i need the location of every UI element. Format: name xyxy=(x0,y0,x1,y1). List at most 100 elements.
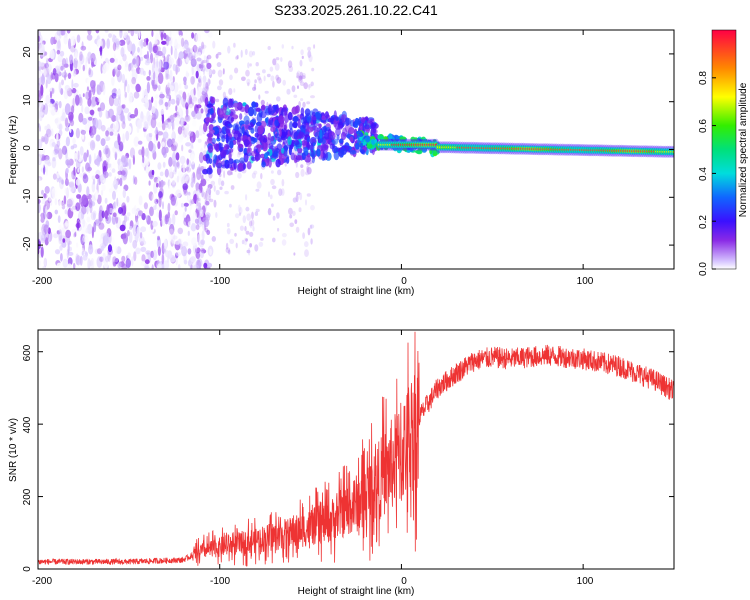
spectrogram-cell xyxy=(281,178,285,187)
spectrogram-cell xyxy=(93,221,97,233)
spectrogram-cell xyxy=(79,173,84,178)
spectrogram-cell xyxy=(168,228,175,239)
spectrogram-cell xyxy=(105,255,109,263)
spectrogram-cell xyxy=(181,144,184,152)
spectrogram-cell xyxy=(73,166,76,176)
spectrogram-cell xyxy=(102,179,109,184)
spectrogram-cell xyxy=(38,82,41,92)
spectrogram-cell xyxy=(120,30,123,34)
spectrogram-cell xyxy=(152,249,158,261)
spectrogram-cell xyxy=(131,149,138,155)
spectrogram-cell xyxy=(128,92,133,104)
spectrogram-cell xyxy=(280,107,288,116)
spectrogram-cell xyxy=(57,38,61,49)
spectrogram-cell xyxy=(175,43,181,49)
spectrogram-cell xyxy=(144,266,150,269)
spectrogram-cell xyxy=(143,121,149,130)
spectrogram-cell xyxy=(222,68,225,75)
spectrogram-cell xyxy=(48,102,53,112)
spectrogram-cell xyxy=(191,237,197,246)
spectrogram-cell xyxy=(99,45,103,56)
spectrogram-cell xyxy=(245,238,249,242)
spectrogram-cell xyxy=(250,219,255,227)
spectrogram-cell xyxy=(262,69,266,74)
colorbar-tick-0.0: 0.0 xyxy=(698,262,709,276)
spectrogram-cell xyxy=(103,171,109,179)
spectrogram-cell xyxy=(204,30,210,34)
spectrogram-cell xyxy=(251,172,256,179)
spectrogram-cell xyxy=(102,84,106,96)
spectrogram-cell xyxy=(54,209,58,215)
spectrogram-cell xyxy=(48,66,52,75)
spectrogram-cell xyxy=(38,203,41,214)
spectrogram-cell xyxy=(300,98,304,102)
spectrogram-cell xyxy=(193,51,196,59)
spectrogram-cell xyxy=(67,242,70,254)
spectrogram-cell xyxy=(168,57,174,65)
spectrogram-cell xyxy=(158,180,162,188)
spectrogram-cell xyxy=(179,155,186,165)
spectrogram-cell xyxy=(410,136,416,142)
spectrogram-cell xyxy=(188,48,194,54)
spectrogram-cell xyxy=(78,195,82,205)
spectrogram-cell xyxy=(145,156,150,166)
spectrogram-cell xyxy=(117,174,121,179)
spectrogram-cell xyxy=(168,180,171,189)
spectrogram-cell xyxy=(207,31,213,38)
spectrogram-cell xyxy=(161,253,165,265)
spectrogram-cell xyxy=(128,63,131,72)
spectrogram-cell xyxy=(144,147,149,157)
spectrogram-cell xyxy=(197,197,201,202)
spectrogram-cell xyxy=(162,161,166,168)
spectrogram-cell xyxy=(73,82,79,88)
spectrogram-cell xyxy=(139,232,143,239)
spectrogram-cell xyxy=(90,257,95,269)
top-yaxis-label: Frequency (Hz) xyxy=(8,116,19,185)
spectrogram-cell xyxy=(38,150,43,161)
spectrogram-cell xyxy=(187,230,190,236)
spectrogram-cell xyxy=(126,212,131,217)
spectrogram-cell xyxy=(130,30,135,37)
spectrogram-cell xyxy=(300,107,305,116)
spectrogram-cell xyxy=(131,43,136,54)
spectrogram-cell xyxy=(115,58,118,64)
spectrogram-cell xyxy=(119,113,124,122)
spectrogram-cell xyxy=(197,138,202,143)
spectrogram-cell xyxy=(277,169,282,176)
spectrogram-cell xyxy=(91,141,95,149)
spectrogram-cell xyxy=(260,105,265,112)
spectrogram-cell xyxy=(75,178,81,186)
spectrogram-cell xyxy=(119,161,123,171)
spectrogram-cell xyxy=(86,34,93,41)
spectrogram-cell xyxy=(370,122,376,130)
spectrogram-cell xyxy=(155,46,162,52)
spectrogram-cell xyxy=(82,172,87,179)
spectrogram-cell xyxy=(165,119,169,126)
spectrogram-cell xyxy=(196,189,201,200)
spectrogram-cell xyxy=(112,190,116,200)
spectrogram-cell xyxy=(106,38,110,49)
spectrogram-cell xyxy=(280,57,283,62)
spectrogram-cell xyxy=(64,84,70,92)
spectrogram-cell xyxy=(357,118,361,126)
spectrogram-cell xyxy=(257,76,262,81)
spectrogram-cell xyxy=(274,63,280,71)
spectrogram-cell xyxy=(337,124,343,130)
spectrogram-cell xyxy=(88,116,93,121)
spectrogram-cell xyxy=(161,215,166,227)
spectrogram-cell xyxy=(300,168,305,177)
spectrogram-cell xyxy=(68,38,72,50)
spectrogram-cell xyxy=(152,45,158,54)
bottom-xaxis-label: Height of straight line (km) xyxy=(298,586,415,597)
spectrogram-cell xyxy=(242,215,246,224)
spectrogram-cell xyxy=(205,200,210,206)
spectrogram-cell xyxy=(60,88,64,95)
spectrogram-cell xyxy=(114,151,117,161)
spectrogram-cell xyxy=(182,91,187,102)
spectrogram-cell xyxy=(70,45,76,53)
spectrogram-cell xyxy=(247,247,251,256)
spectrogram-cell xyxy=(121,263,127,269)
spectrogram-cell xyxy=(249,231,254,237)
spectrogram-cell xyxy=(186,158,190,166)
spectrogram-cell xyxy=(299,59,303,67)
